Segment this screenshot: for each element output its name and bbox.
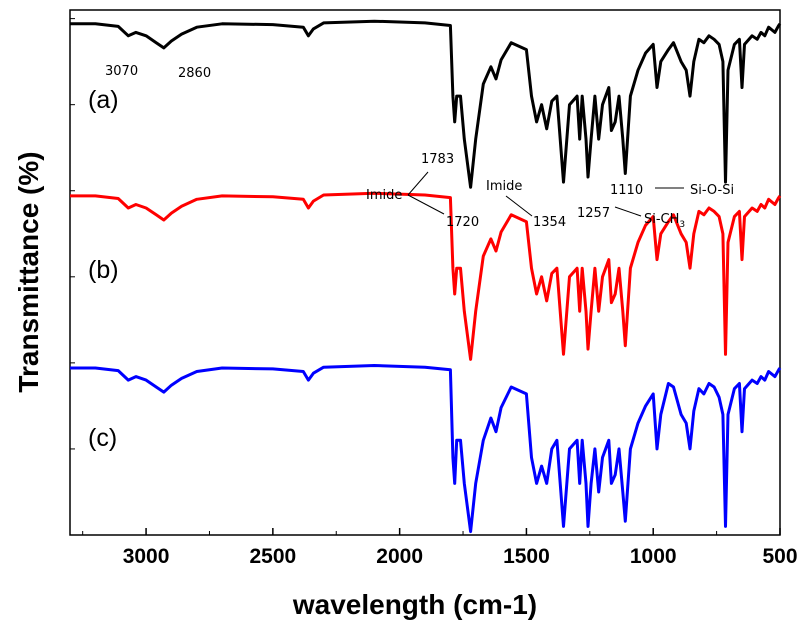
annotation-1720: 1720 (446, 215, 479, 230)
series-line-b (70, 191, 782, 361)
annotation-1354: 1354 (533, 215, 566, 230)
annotation-2860: 2860 (178, 66, 211, 81)
plot-frame (69, 9, 781, 536)
y-axis-title: Transmittance (%) (13, 151, 44, 392)
x-tick-label: 1000 (630, 545, 677, 568)
leader-1354 (505, 195, 533, 217)
x-tick-label: 1500 (503, 545, 550, 568)
annotation-imide-2: Imide (486, 179, 522, 194)
annotation-si-ch3-main: Si-CH (644, 212, 679, 227)
curve-label-a: (a) (88, 86, 119, 114)
x-tick-label: 2000 (376, 545, 423, 568)
leader-1783 (407, 171, 429, 196)
annotation-1783: 1783 (421, 152, 454, 167)
annotation-si-ch3: Si-CH3 (644, 212, 685, 230)
annotation-si-o-si: Si-O-Si (690, 183, 734, 198)
leader-si-ch3 (614, 206, 642, 217)
annotation-1257: 1257 (577, 206, 610, 221)
annotation-3070: 3070 (105, 64, 138, 79)
x-tick-label: 500 (762, 545, 797, 568)
series-layer (70, 19, 782, 534)
y-ticks (70, 18, 75, 450)
series-line-a (70, 19, 782, 189)
series-line-c (70, 364, 782, 534)
x-ticks: 3000 2500 2000 1500 1000 500 (82, 528, 798, 568)
annotation-imide-1: Imide (366, 188, 402, 203)
annotation-1110: 1110 (610, 183, 643, 198)
x-tick-label: 2500 (249, 545, 296, 568)
curve-label-b: (b) (88, 256, 119, 284)
x-tick-label: 3000 (123, 545, 170, 568)
leader-1720 (407, 194, 445, 215)
annotation-si-ch3-sub: 3 (679, 220, 685, 230)
curve-label-c: (c) (88, 424, 117, 452)
x-axis-title: wavelength (cm-1) (292, 589, 537, 620)
